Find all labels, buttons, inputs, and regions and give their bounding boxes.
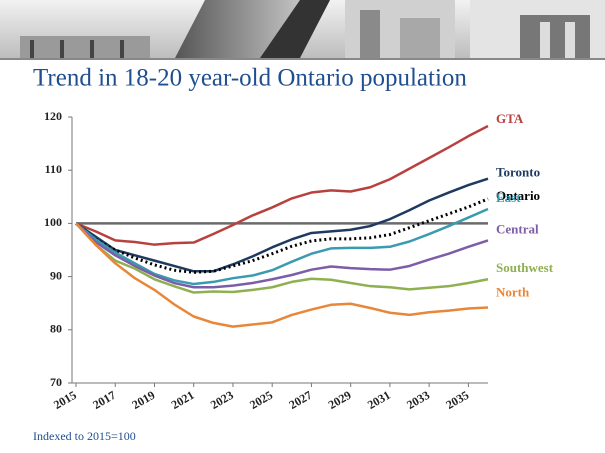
x-tick-label: 2025 xyxy=(247,388,275,412)
x-tick-label: 2023 xyxy=(208,388,236,412)
series-line xyxy=(75,207,489,286)
legend-label: Ontario xyxy=(496,188,540,203)
x-tick-label: 2021 xyxy=(169,388,197,412)
x-tick-label: 2031 xyxy=(365,388,393,412)
y-tick-label: 110 xyxy=(45,162,62,176)
x-tick-label: 2019 xyxy=(130,388,158,412)
legend-label: North xyxy=(496,284,530,299)
x-tick-label: 2017 xyxy=(90,388,118,412)
y-tick-label: 70 xyxy=(50,375,62,389)
x-tick-label: 2029 xyxy=(326,388,354,412)
note: Indexed to 2015=100 xyxy=(33,429,136,443)
x-tick-label: 2015 xyxy=(51,388,79,412)
x-tick-label: 2027 xyxy=(287,388,315,412)
series-line xyxy=(75,222,489,328)
chart-title: Trend in 18-20 year-old Ontario populati… xyxy=(33,65,467,92)
legend-label: GTA xyxy=(496,111,524,126)
series-line xyxy=(75,197,489,274)
legend-label: Toronto xyxy=(496,165,540,180)
legend-label: East xyxy=(496,190,521,205)
legend-label: Central xyxy=(496,221,539,236)
header-photos xyxy=(0,0,605,60)
series-line xyxy=(75,177,489,273)
x-tick-label: 2033 xyxy=(404,388,432,412)
series-line xyxy=(75,222,489,289)
series-line xyxy=(75,124,489,246)
x-tick-label: 2035 xyxy=(443,388,471,412)
series-line xyxy=(75,222,489,294)
y-tick-label: 100 xyxy=(44,215,62,229)
y-tick-label: 120 xyxy=(44,109,62,123)
y-tick-label: 80 xyxy=(50,322,62,336)
legend-label: Southwest xyxy=(496,260,554,275)
y-tick-label: 90 xyxy=(50,268,62,282)
